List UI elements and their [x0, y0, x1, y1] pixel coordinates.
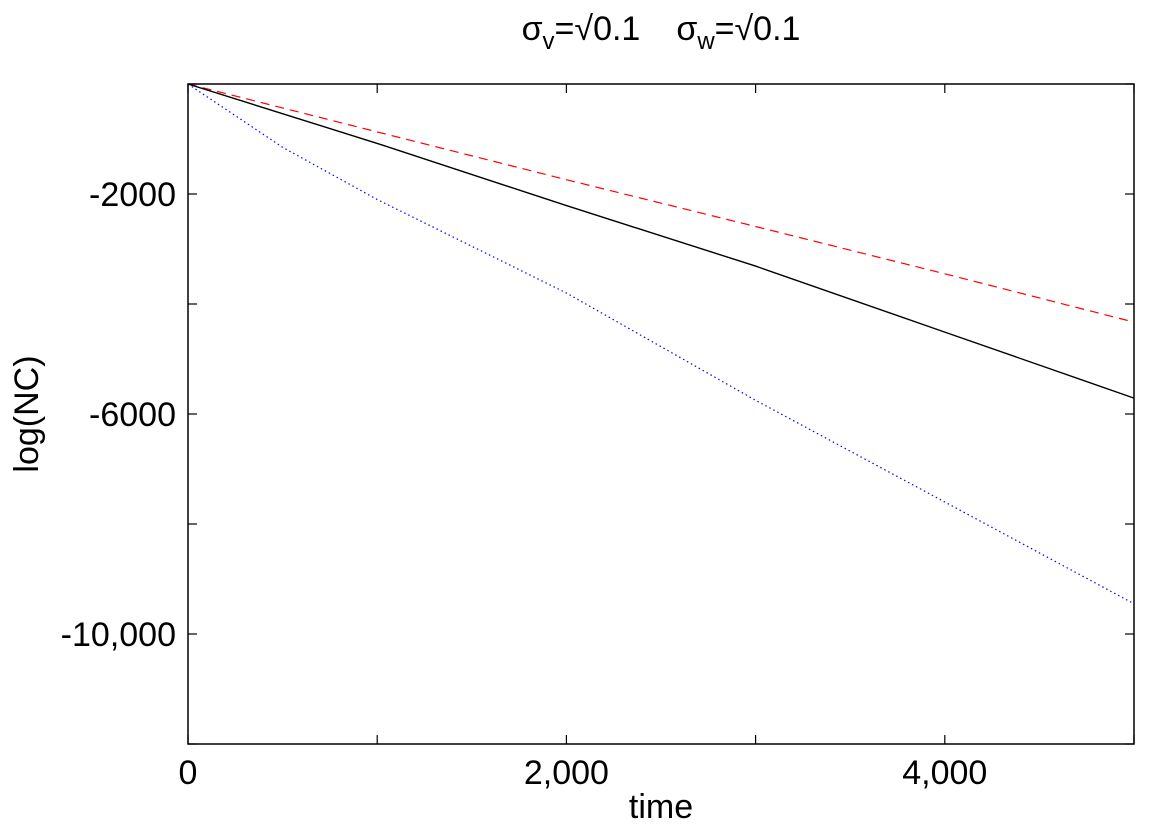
x-axis-label: time — [629, 788, 693, 826]
y-tick-label: -6000 — [89, 396, 176, 434]
title-sigma-w-value: =√0.1 — [715, 10, 801, 48]
series-line-dashed — [187, 83, 1135, 323]
x-tick-label: 0 — [179, 754, 198, 792]
title-sigma-v-symbol: σ — [522, 10, 543, 48]
chart-title: σv=√0.1 σw=√0.1 — [522, 10, 801, 55]
title-sigma-w-subscript: w — [696, 28, 715, 55]
title-sigma-v-value: =√0.1 — [555, 10, 641, 48]
y-tick-label: -2000 — [89, 176, 176, 214]
title-sigma-v-subscript: v — [543, 28, 555, 55]
series-line-dotted — [187, 83, 1135, 605]
y-axis-label: log(NC) — [8, 355, 46, 472]
x-axis: 0 2,000 4,000 — [179, 84, 1135, 792]
plot-area-frame — [187, 83, 1135, 745]
y-axis: -10,000 -6000 -2000 — [61, 83, 1134, 745]
x-tick-label: 2,000 — [524, 754, 609, 792]
title-sigma-w-symbol: σ — [676, 10, 697, 48]
series-line-solid — [187, 83, 1135, 399]
series-layer — [187, 83, 1135, 605]
y-tick-label: -10,000 — [61, 616, 176, 654]
x-tick-label: 4,000 — [902, 754, 987, 792]
